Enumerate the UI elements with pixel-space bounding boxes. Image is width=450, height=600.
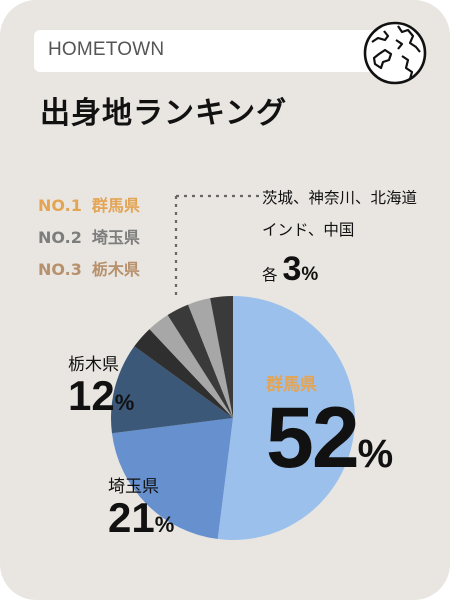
- others-prefix: 各: [262, 266, 278, 284]
- others-unit: %: [301, 264, 319, 285]
- label-tochigi-unit: %: [114, 390, 135, 415]
- pie-slice-4: [134, 329, 233, 418]
- rank-name: 群馬県: [91, 196, 140, 215]
- rank-item-2: NO.2 埼玉県: [38, 224, 140, 248]
- page-title: 出身地ランキング: [40, 96, 288, 131]
- rank-name: 栃木県: [91, 260, 140, 279]
- others-value: 各 3%: [262, 250, 318, 289]
- label-tochigi-value: 12: [68, 372, 115, 419]
- label-saitama-unit: %: [154, 512, 175, 537]
- others-line-2: インド、中国: [262, 221, 355, 239]
- rank-number: NO.1: [38, 196, 82, 215]
- label-tochigi: 栃木県 12%: [68, 350, 134, 417]
- label-gunma-name: 群馬県: [266, 375, 317, 395]
- label-gunma-unit: %: [357, 432, 394, 476]
- rank-number: NO.2: [38, 228, 82, 247]
- pie-slice-1: [217, 296, 355, 540]
- pie-slice-2: [111, 418, 233, 540]
- others-line-1: 茨城、神奈川、北海道: [262, 189, 418, 207]
- label-gunma: 群馬県 52%: [266, 370, 393, 481]
- pie-slice-6: [167, 304, 233, 418]
- label-saitama-value: 21: [108, 494, 155, 541]
- pie-slice-7: [188, 298, 233, 418]
- label-saitama-name: 埼玉県: [108, 477, 159, 497]
- label-gunma-value: 52: [266, 390, 360, 486]
- header-tag-label: HOMETOWN: [48, 39, 165, 60]
- pie-slice-3: [110, 346, 233, 434]
- label-saitama: 埼玉県 21%: [108, 472, 174, 539]
- rank-number: NO.3: [38, 260, 82, 279]
- header-tag: [34, 30, 394, 72]
- globe-icon: [363, 21, 427, 85]
- pie-slice-5: [149, 314, 233, 418]
- rank-item-1: NO.1 群馬県: [38, 192, 140, 216]
- rank-item-3: NO.3 栃木県: [38, 256, 140, 280]
- rank-name: 埼玉県: [91, 228, 140, 247]
- pie-slice-8: [210, 296, 233, 418]
- others-number: 3: [282, 250, 302, 288]
- label-tochigi-name: 栃木県: [68, 355, 119, 375]
